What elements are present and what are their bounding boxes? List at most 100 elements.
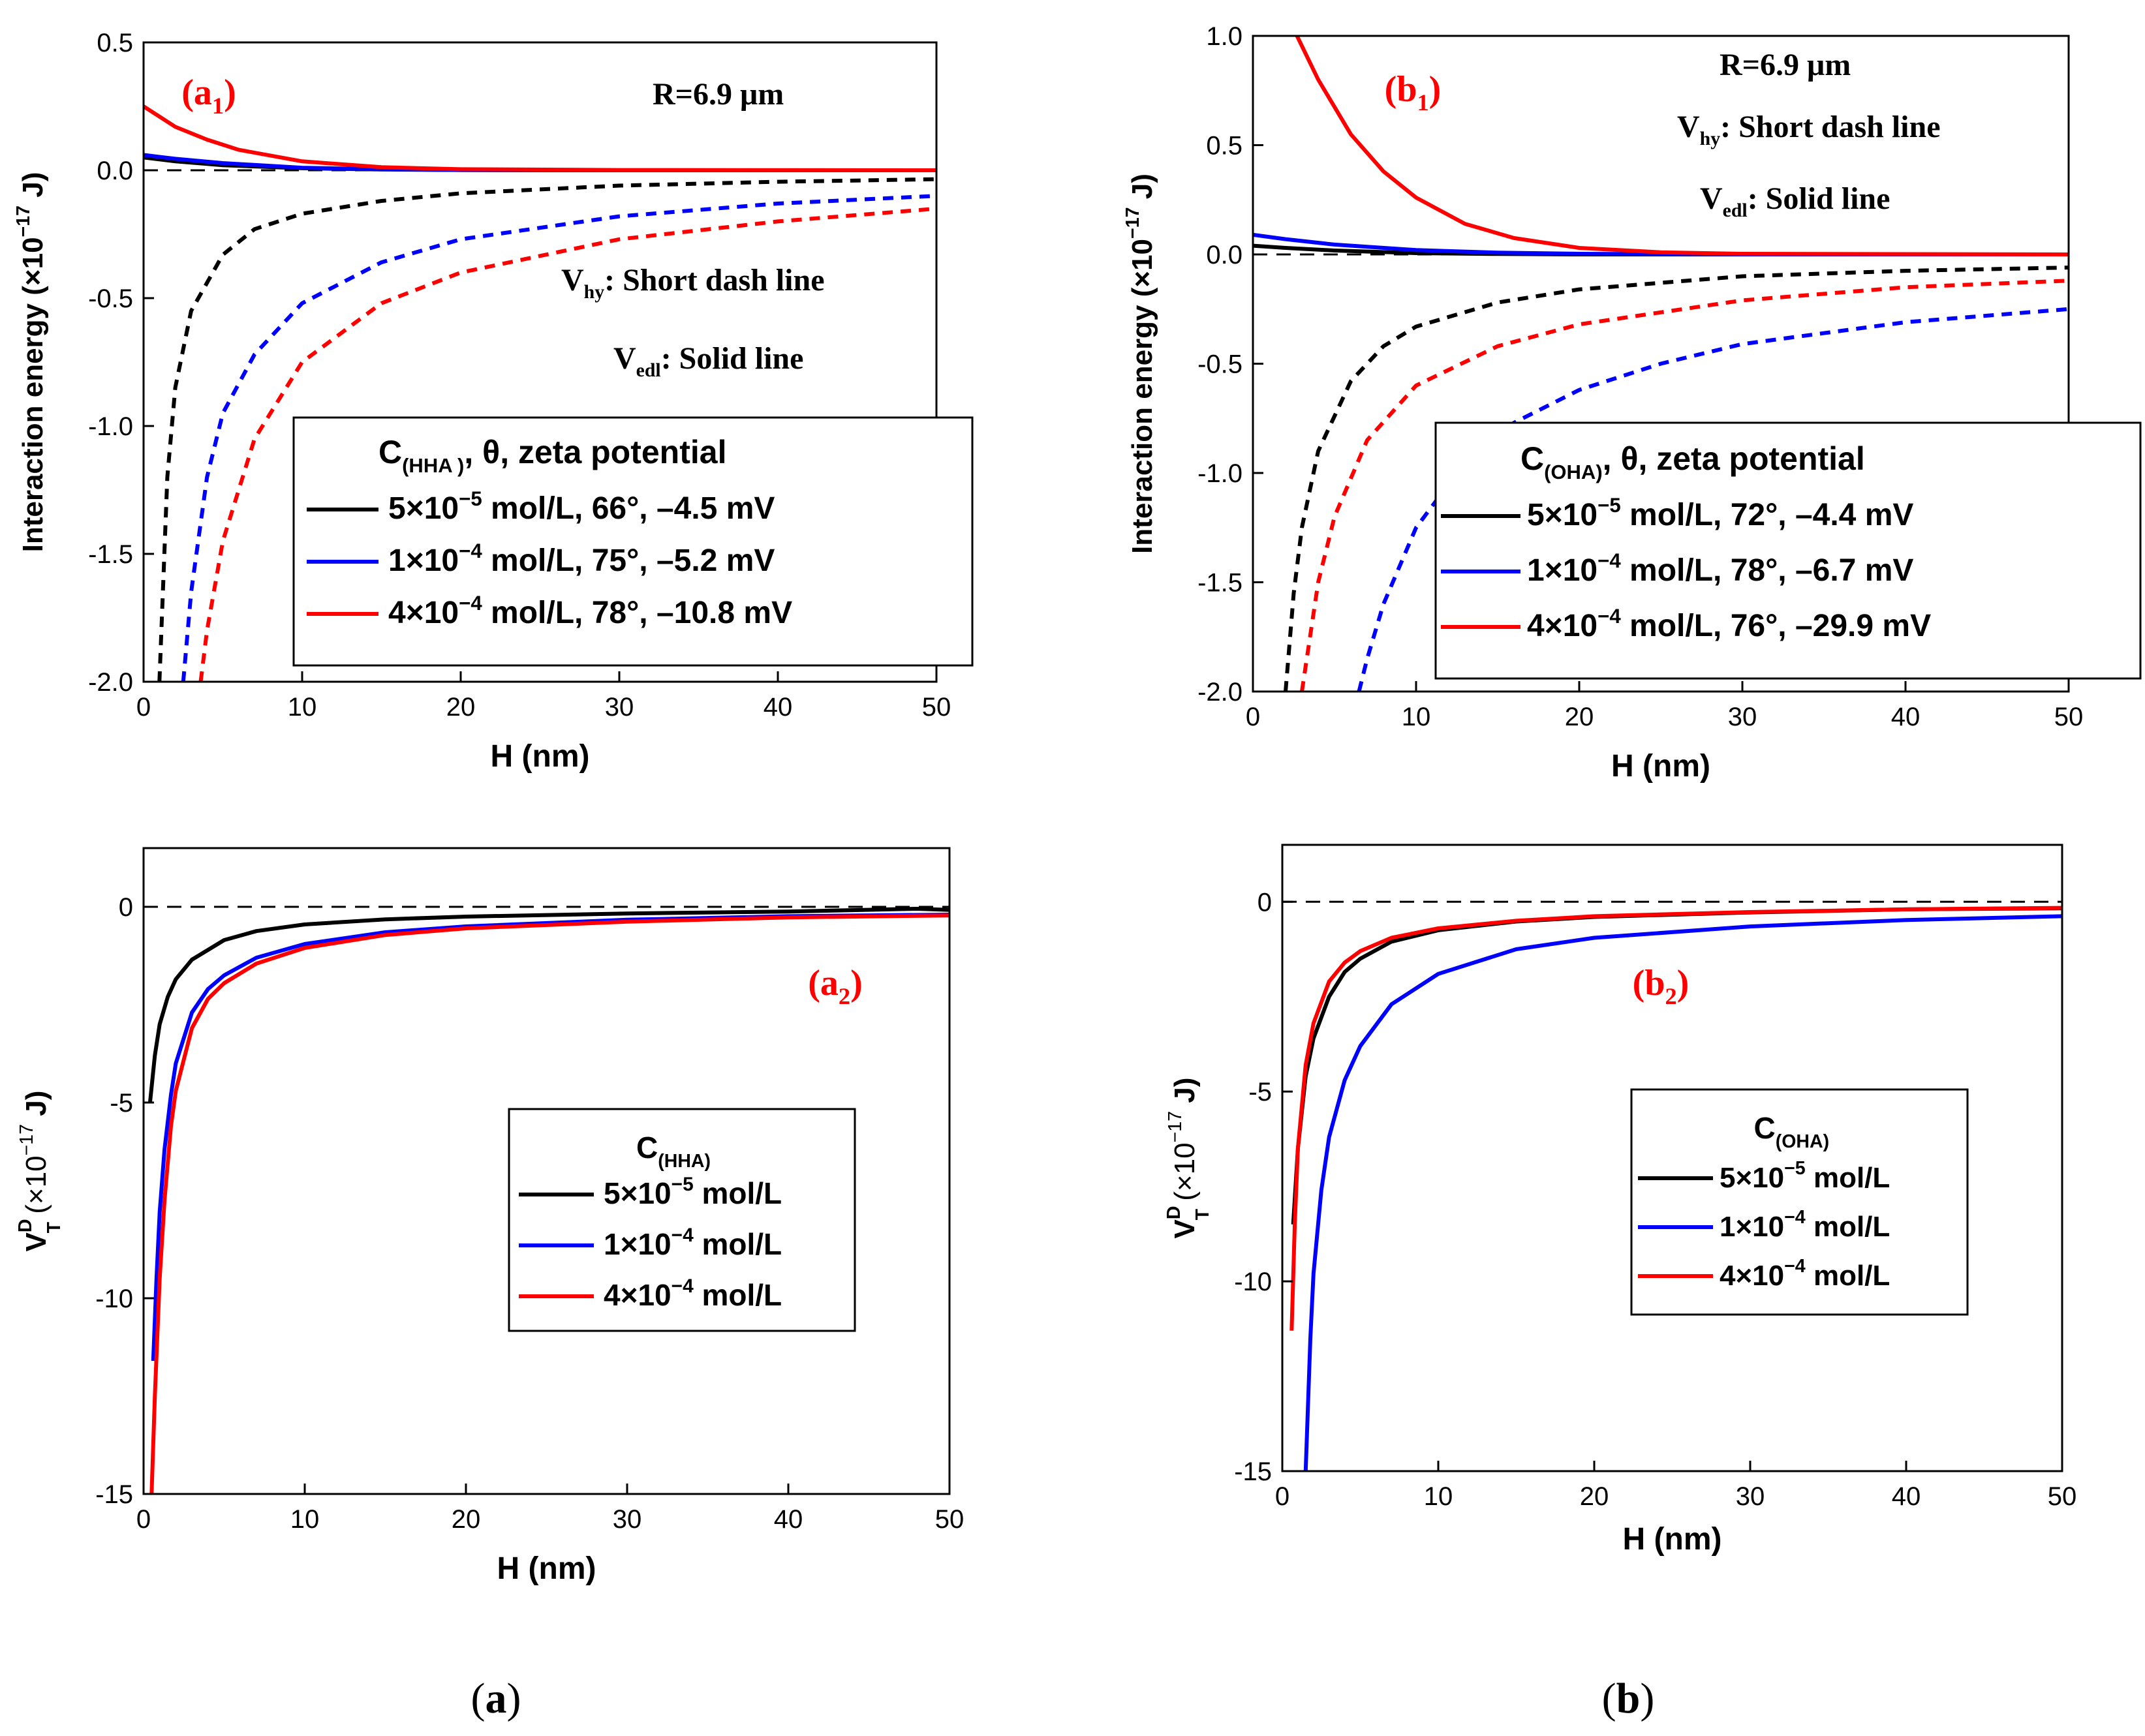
legend-box [1434, 421, 2142, 680]
x-axis-label: H (nm) [1611, 749, 1710, 784]
x-tick-label: 10 [1424, 1482, 1453, 1511]
y-tick-label: -10 [1234, 1268, 1272, 1296]
x-tick-label: 50 [935, 1505, 964, 1534]
caption-b-letter: b [1616, 1675, 1641, 1722]
legend-entry-2: 4×10−4 mol/L [1720, 1256, 1890, 1292]
series-line-3-dash [157, 177, 936, 682]
y-tick-label: -1.0 [1197, 459, 1242, 488]
annotation-0: R=6.9 μm [653, 77, 784, 112]
caption-b: (b) [1602, 1675, 1655, 1722]
legend-entry-0: 5×10−5 mol/L [1720, 1158, 1890, 1194]
annotation-2: Vedl: Solid line [613, 341, 803, 381]
legend-entry-2: 4×10−4 mol/L [604, 1275, 782, 1312]
x-tick-label: 30 [605, 693, 634, 722]
caption-a: (a) [471, 1675, 521, 1722]
legend-entry-1: 1×10−4 mol/L [1720, 1207, 1890, 1243]
panels-group: 0 10 20 30 40 50 -2.0 -1.5 -1.0 -0.5 0.0 0.5 H (nm) I… [13, 22, 2142, 1586]
plot-frame [142, 847, 951, 1495]
series-line-2-solid [1295, 36, 2069, 256]
y-axis-label: Interaction energy (×10−17 J) [1122, 174, 1158, 554]
series-group [1289, 906, 2062, 1471]
x-axis-label: H (nm) [491, 739, 590, 774]
panel-label: (a1) [181, 72, 236, 119]
y-tick-label: -0.5 [1197, 350, 1242, 379]
panel-label: (b1) [1385, 69, 1442, 115]
legend-entry-2: 4×10−4 mol/L, 78°, –10.8 mV [388, 592, 792, 630]
x-tick-label: 0 [1275, 1482, 1289, 1511]
x-tick-label: 40 [774, 1505, 803, 1534]
x-tick-label: 30 [613, 1505, 642, 1534]
y-axis-label: VD T (×10−17 J) [1164, 1078, 1213, 1239]
x-tick-label: 0 [1246, 703, 1260, 731]
x-tick-label: 40 [764, 693, 793, 722]
panel-b1: 0 10 20 30 40 50 -2.0 -1.5 -1.0 -0.5 0.0 0.5 1.0 H (n… [1122, 22, 2142, 784]
legend-entry-1: 1×10−4 mol/L, 75°, –5.2 mV [388, 540, 775, 578]
legend-box [508, 1108, 856, 1332]
y-tick-label: 0.0 [97, 157, 133, 185]
series-line-1-solid [1289, 906, 2062, 1331]
legend-title: C(OHA), θ, zeta potential [1520, 440, 1865, 483]
y-tick-label: 0.5 [1206, 132, 1242, 160]
panel-label: (a2) [808, 963, 863, 1009]
y-tick-label: -0.5 [88, 284, 133, 313]
legend-entry-1: 1×10−4 mol/L, 78°, –6.7 mV [1527, 549, 1913, 588]
panel-a1: 0 10 20 30 40 50 -2.0 -1.5 -1.0 -0.5 0.0 0.5 H (nm) I… [13, 29, 974, 774]
y-axis-label: Interaction energy (×10−17 J) [13, 172, 49, 553]
y-tick-label: -1.5 [88, 540, 133, 569]
x-tick-label: 20 [1565, 703, 1594, 731]
y-tick-label: -10 [95, 1285, 133, 1313]
legend: C(OHA) 5×10−5 mol/L 1×10−4 mol/L 4×10−4 mol… [1630, 1088, 1969, 1316]
x-tick-label: 0 [136, 693, 151, 722]
series-line-3-dash [1284, 266, 2069, 692]
series-line-2-solid [149, 913, 949, 1494]
legend-title: C(OHA) [1754, 1111, 1830, 1152]
y-tick-label: -1.5 [1197, 569, 1242, 598]
annotation-1: Vhy: Short dash line [1677, 110, 1941, 149]
y-tick-label: 0.5 [97, 29, 133, 57]
series-line-4-dash [1300, 279, 2069, 692]
series-line-5-dash [198, 206, 936, 682]
series-line-4-dash [181, 194, 936, 682]
x-tick-label: 40 [1892, 1482, 1921, 1511]
caption-a-letter: a [486, 1675, 507, 1722]
legend: C(HHA)5×10−5 mol/L 1×10−4 mol/L 4×10−4 mol… [508, 1108, 856, 1332]
panel-label: (b2) [1633, 963, 1690, 1009]
x-tick-label: 50 [922, 693, 951, 722]
plot-frame [1281, 844, 2063, 1472]
plot-frame [142, 41, 938, 683]
panel-b2: 0 10 20 30 40 50 -15 -10 -5 0 H (nm) VD T (×10−17 J)… [1164, 844, 2076, 1557]
y-tick-label: 0 [1258, 888, 1272, 917]
y-tick-label: 1.0 [1206, 22, 1242, 51]
series-group [147, 907, 949, 1494]
x-tick-label: 20 [446, 693, 476, 722]
x-tick-label: 0 [136, 1505, 151, 1534]
annotation-1: Vhy: Short dash line [561, 263, 825, 303]
y-axis-label: VD T (×10−17 J) [15, 1091, 65, 1252]
y-tick-label: -15 [95, 1480, 133, 1509]
annotation-2: Vedl: Solid line [1700, 181, 1890, 221]
legend-entry-0: 5×10−5 mol/L, 72°, –4.4 mV [1527, 494, 1913, 532]
x-tick-label: 50 [2054, 703, 2084, 731]
legend-box [1630, 1088, 1969, 1316]
x-tick-label: 10 [288, 693, 317, 722]
annotation-0: R=6.9 μm [1720, 48, 1851, 82]
x-tick-label: 20 [1580, 1482, 1609, 1511]
x-tick-label: 30 [1736, 1482, 1765, 1511]
legend: C(OHA), θ, zeta potential 5×10−5 mol/L, 7… [1434, 421, 2142, 680]
legend-entry-2: 4×10−4 mol/L, 76°, –29.9 mV [1527, 605, 1931, 643]
x-tick-label: 40 [1891, 703, 1921, 731]
series-line-2-solid [1303, 914, 2062, 1471]
x-axis-label: H (nm) [497, 1551, 596, 1586]
x-tick-label: 10 [1402, 703, 1431, 731]
legend-title: C(HHA ), θ, zeta potential [378, 434, 726, 477]
legend-title: C(HHA) [636, 1131, 711, 1172]
legend-box [292, 416, 974, 667]
series-line-2-solid [144, 104, 936, 172]
series-group [144, 104, 936, 682]
y-tick-label: 0.0 [1206, 241, 1242, 269]
y-tick-label: -1.0 [88, 412, 133, 441]
legend-entry-0: 5×10−5 mol/L, 66°, –4.5 mV [388, 487, 775, 526]
y-tick-label: -5 [1248, 1078, 1272, 1106]
